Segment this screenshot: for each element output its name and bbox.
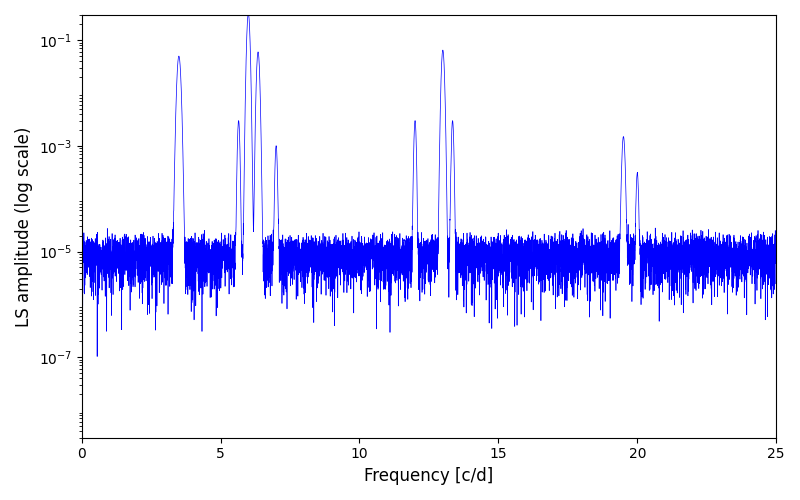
X-axis label: Frequency [c/d]: Frequency [c/d] [364,467,494,485]
Y-axis label: LS amplitude (log scale): LS amplitude (log scale) [15,126,33,326]
